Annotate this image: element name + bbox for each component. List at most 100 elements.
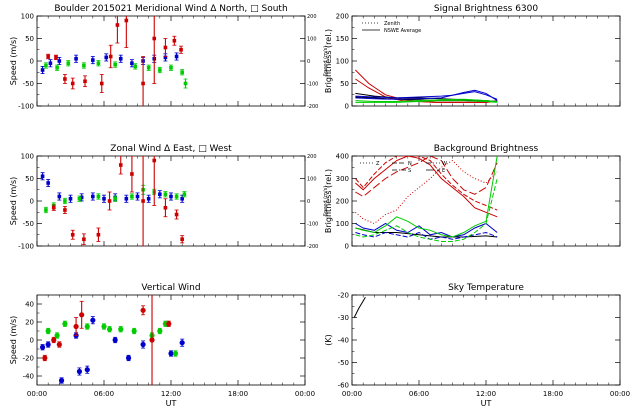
data-point [118,326,124,332]
data-point [169,194,173,199]
y-tick-label: 20 [25,319,34,327]
data-point [180,237,184,242]
data-point [146,65,151,70]
data-point [163,55,168,60]
data-point [82,237,86,242]
series-line [355,78,498,103]
series-line [353,297,366,318]
data-point [130,172,134,176]
data-point [96,194,101,199]
y2-tick-label: 200 [307,154,317,160]
data-point [62,321,68,327]
data-point [182,192,187,197]
y2-tick-label: 200 [307,14,317,20]
y-tick-label: 100 [21,153,34,161]
data-point [45,341,51,348]
data-point [146,196,151,201]
y-tick-label: -40 [23,373,34,381]
data-layer [40,156,187,246]
data-point [51,337,57,343]
data-point [48,61,53,66]
x-tick-label: 18:00 [543,390,563,398]
data-point [42,355,48,361]
data-point [63,199,67,203]
data-point [51,205,56,210]
y2-tick-label: -100 [307,82,318,88]
data-point [180,196,184,201]
data-point [172,38,177,43]
data-point [179,340,185,346]
data-point [152,158,157,163]
data-point [68,196,73,201]
y-tick-label: -20 [338,292,349,300]
y-tick-label: -60 [338,382,349,390]
y-tick-label: 50 [340,80,349,88]
data-point [163,192,168,197]
data-point [118,56,123,61]
legend-label: N [408,161,412,167]
data-point [108,54,113,59]
data-layer [355,156,498,242]
data-layer [355,69,498,103]
x-axis-label: UT [481,399,492,408]
data-point [40,174,45,179]
series-line [355,156,498,238]
y-tick-label: 0 [30,337,34,345]
y2-tick-label: -200 [307,104,318,110]
data-point [140,307,146,313]
signal-brightness-panel: Signal Brightness 6300 0 50 100 150 200Bright… [324,4,621,111]
series-line [355,156,498,218]
data-point [57,59,62,63]
y-tick-label: 0 [30,198,34,206]
y-tick-label: 200 [336,13,349,21]
data-point [63,208,67,212]
y-axis-label: Speed (m/s) [9,177,18,226]
data-point [158,68,162,72]
series-line [355,89,498,102]
x-tick-label: 18:00 [228,390,248,398]
y-tick-label: 200 [336,198,349,206]
y2-tick-label: 100 [307,37,317,43]
y2-axis-label: Speed (m/s) [323,46,329,76]
data-layer [39,295,185,385]
background-brightness-panel: Background Brightness 0 100 200 300 400Bright… [324,144,621,251]
data-point [115,23,120,27]
chart-title: Signal Brightness 6300 [434,4,538,14]
data-point [96,61,101,66]
data-point [133,64,138,69]
series-line [355,100,498,103]
data-point [44,63,48,68]
y-tick-label: 300 [336,175,349,183]
y-axis-label: Brightness (rel.) [324,169,333,233]
data-point [57,194,62,199]
data-point [54,332,60,339]
data-point [135,194,140,199]
data-point [131,328,137,334]
data-point [130,61,134,66]
data-point [77,196,82,201]
data-point [96,232,101,237]
zonal-wind-panel: Zonal Wind Δ East, □ West -100 -50 0 50 100 -2… [9,144,329,251]
y-axis-label: Speed (m/s) [9,316,18,365]
data-point [55,65,59,70]
legend-label: Zenith [384,21,400,27]
data-point [74,56,78,61]
meridional-wind-panel: Boulder 2015021 Meridional Wind Δ North,… [9,4,329,111]
series-line [355,227,498,238]
x-tick-label: 12:00 [476,390,496,398]
data-point [91,194,95,199]
series-line [355,159,498,225]
data-point [179,47,183,52]
y-axis-label: (K) [324,334,333,346]
y-tick-label: -50 [23,220,34,228]
data-point [104,55,109,60]
data-point [140,341,146,348]
chart-title: Vertical Wind [141,283,200,293]
data-point [76,368,83,375]
y-tick-label: 100 [336,220,349,228]
data-point [163,205,168,210]
chart-title: Boulder 2015021 Meridional Wind Δ North,… [54,4,287,14]
data-point [180,70,184,75]
